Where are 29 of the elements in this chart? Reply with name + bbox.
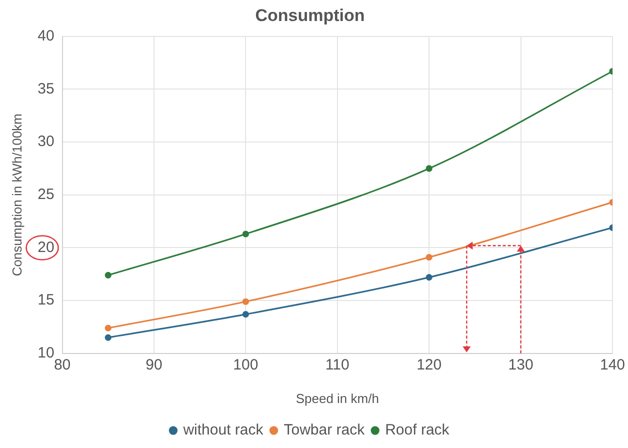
point xyxy=(426,254,432,261)
point xyxy=(242,230,249,238)
point xyxy=(104,272,112,279)
y-tick-label: 35 xyxy=(38,80,54,98)
x-tick-label: 80 xyxy=(54,356,71,374)
point xyxy=(426,274,432,281)
point xyxy=(242,311,249,318)
x-tick-label: 90 xyxy=(146,356,162,374)
point xyxy=(104,334,112,341)
point xyxy=(426,165,432,172)
y-tick-label: 25 xyxy=(38,186,54,204)
point xyxy=(104,324,112,332)
chart-title: Consumption xyxy=(255,6,365,25)
y-axis-title: Consumption in kWh/100km xyxy=(9,114,24,276)
y-tick-label: 15 xyxy=(38,292,54,309)
y-tick-label: 30 xyxy=(38,133,54,150)
y-tick-label: 40 xyxy=(38,28,54,45)
x-axis-title: Speed in km/h xyxy=(296,390,379,406)
x-tick-label: 140 xyxy=(600,356,625,374)
point xyxy=(242,298,249,305)
x-tick-label: 100 xyxy=(233,356,258,374)
y-tick-label: 10 xyxy=(38,344,54,362)
x-tick-label: 130 xyxy=(508,356,534,374)
y-tick-label: 20 xyxy=(38,238,54,256)
legend-label: without rack xyxy=(182,422,264,439)
legend-label: Towbar rack xyxy=(284,422,366,439)
legend-label: Roof rack xyxy=(385,422,450,439)
x-tick-label: 120 xyxy=(416,356,442,374)
x-tick-label: 110 xyxy=(325,356,350,374)
